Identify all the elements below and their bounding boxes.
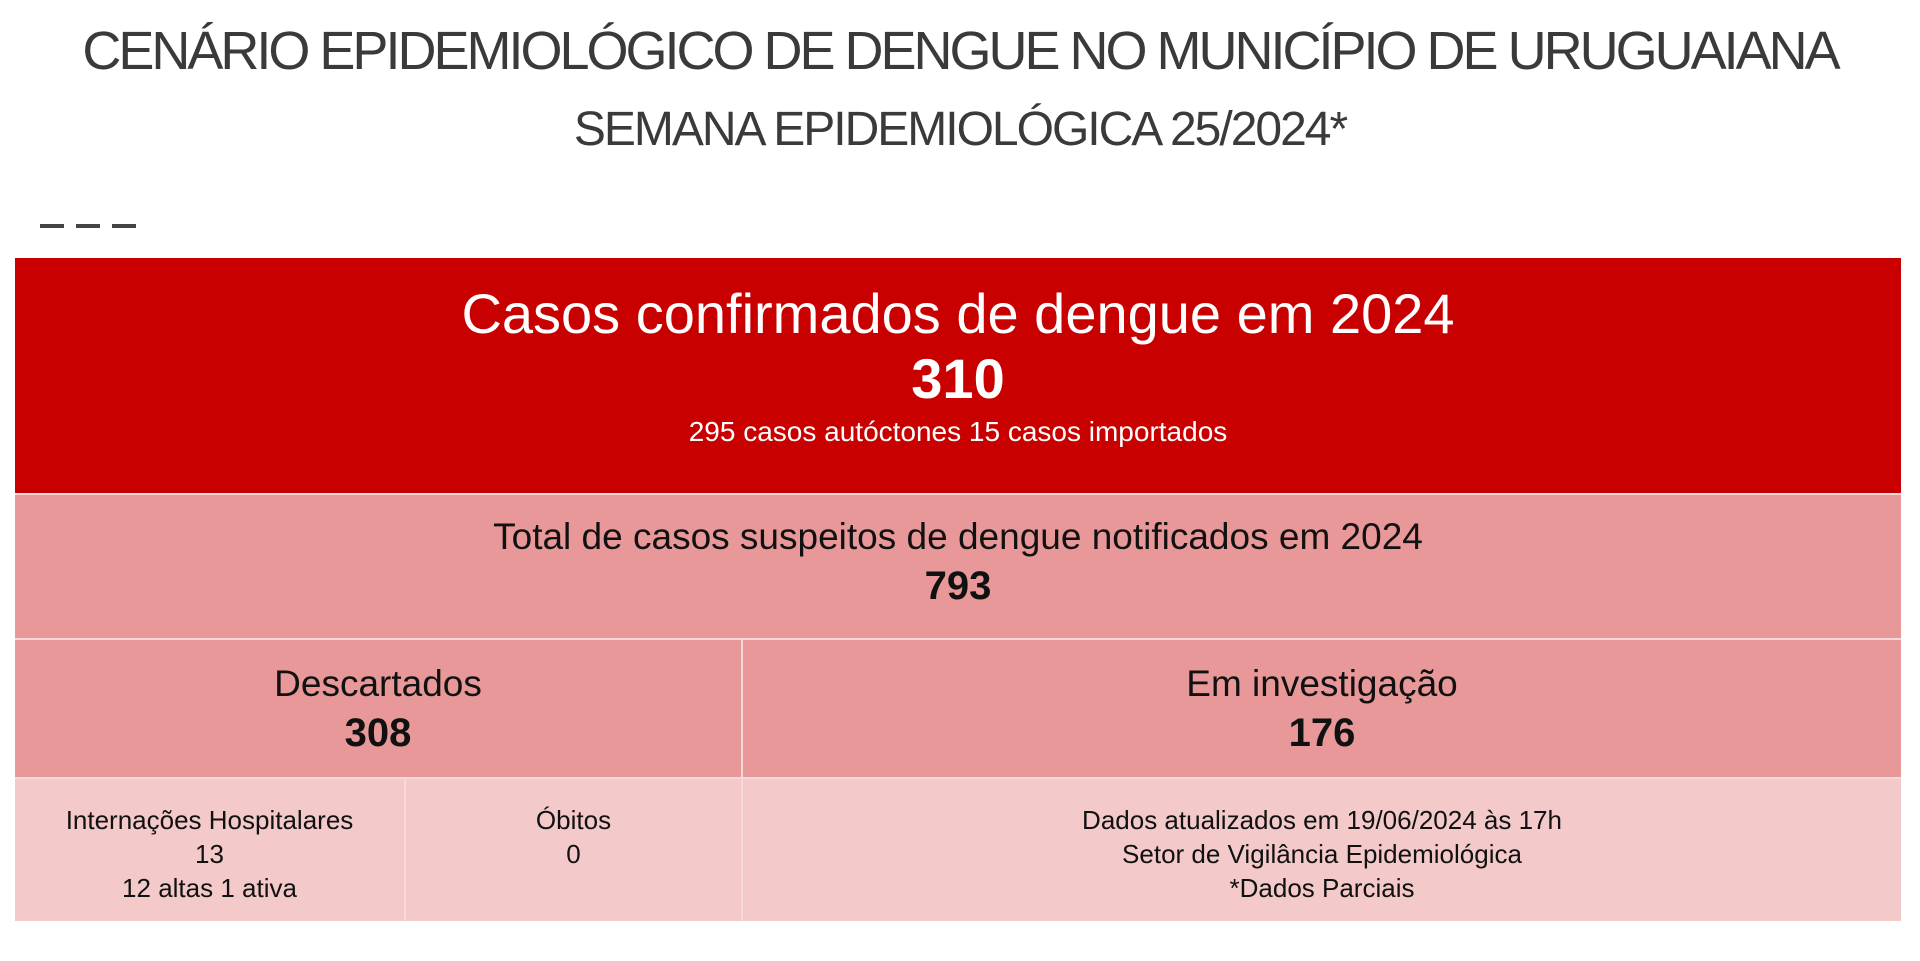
discarded-label: Descartados — [274, 663, 482, 704]
hospital-value: 13 — [195, 839, 224, 869]
discarded-cell: Descartados 308 — [15, 640, 743, 777]
investigation-value: 176 — [1288, 711, 1356, 755]
details-row: Internações Hospitalares 13 12 altas 1 a… — [15, 779, 1901, 921]
suspect-cases-row: Total de casos suspeitos de dengue notif… — [15, 495, 1901, 640]
hospital-detail: 12 altas 1 ativa — [122, 873, 297, 903]
page-title: CENÁRIO EPIDEMIOLÓGICO DE DENGUE NO MUNI… — [82, 21, 1840, 81]
discarded-value: 308 — [344, 711, 412, 755]
confirmed-cases-row: Casos confirmados de dengue em 2024 310 … — [15, 258, 1901, 495]
suspects-value: 793 — [924, 564, 992, 608]
page-subtitle: SEMANA EPIDEMIOLÓGICA 25/2024* — [573, 103, 1348, 156]
deaths-value: 0 — [566, 839, 581, 869]
source-text: Setor de Vigilância Epidemiológica — [1122, 839, 1522, 869]
investigation-label: Em investigação — [1186, 663, 1458, 704]
investigation-cell: Em investigação 176 — [743, 640, 1901, 777]
confirmed-value: 310 — [911, 347, 1005, 410]
deaths-label: Óbitos — [535, 805, 612, 835]
page-subtitle-wrap: SEMANA EPIDEMIOLÓGICA 25/2024* — [0, 100, 1920, 160]
hospital-cell: Internações Hospitalares 13 12 altas 1 a… — [15, 779, 406, 921]
confirmed-breakdown: 295 casos autóctones 15 casos importados — [688, 416, 1228, 447]
updated-text: Dados atualizados em 19/06/2024 às 17h — [1082, 805, 1562, 835]
deaths-cell: Óbitos 0 — [406, 779, 743, 921]
decorative-divider — [40, 224, 136, 228]
page-title-wrap: CENÁRIO EPIDEMIOLÓGICO DE DENGUE NO MUNI… — [0, 18, 1920, 84]
dengue-summary-table: Casos confirmados de dengue em 2024 310 … — [15, 258, 1901, 921]
suspects-label: Total de casos suspeitos de dengue notif… — [493, 516, 1423, 557]
hospital-label: Internações Hospitalares — [65, 805, 354, 835]
status-row: Descartados 308 Em investigação 176 — [15, 640, 1901, 779]
confirmed-label: Casos confirmados de dengue em 2024 — [461, 282, 1455, 345]
note-text: *Dados Parciais — [1229, 873, 1415, 903]
info-cell: Dados atualizados em 19/06/2024 às 17h S… — [743, 779, 1901, 921]
